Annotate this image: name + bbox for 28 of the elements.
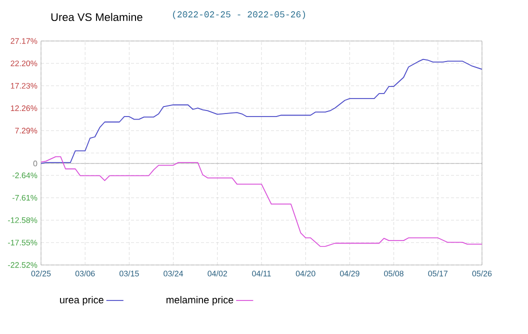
- y-tick-label: -17.55%: [8, 240, 38, 246]
- line-series: [41, 58, 482, 164]
- x-tick-label: 04/20: [296, 270, 316, 276]
- x-tick-label: 02/25: [31, 270, 51, 276]
- y-tick-label: 27.17%: [10, 38, 38, 44]
- legend-label: melamine price: [166, 296, 234, 306]
- y-tick-label: 12.26%: [10, 105, 38, 112]
- y-tick-label: -12.58%: [8, 217, 38, 224]
- y-tick-label: 17.23%: [10, 82, 38, 89]
- x-tick-label: 04/02: [208, 270, 228, 276]
- x-tick-label: 03/06: [75, 270, 95, 276]
- x-tick-label: 05/17: [428, 270, 448, 276]
- chart-subtitle: (2022-02-25 - 2022-05-26): [173, 10, 306, 20]
- y-tick-label: -22.52%: [8, 262, 38, 268]
- y-tick-label: 7.29%: [15, 128, 38, 134]
- x-tick-label: 04/29: [340, 270, 360, 276]
- y-tick-label: 22.20%: [10, 60, 38, 66]
- x-tick-label: 04/11: [252, 270, 271, 276]
- y-tick-label: -2.64%: [12, 172, 38, 178]
- y-tick-label: 0: [33, 160, 38, 166]
- x-tick-label: 03/24: [164, 270, 184, 276]
- x-tick-label: 05/08: [384, 270, 404, 276]
- x-tick-label: 03/15: [120, 270, 139, 276]
- line-series: [41, 156, 482, 247]
- legend-label: urea price: [60, 296, 104, 306]
- chart-title: Urea VS Melamine: [51, 12, 142, 22]
- x-tick-label: 05/26: [472, 270, 492, 276]
- y-tick-label: -7.61%: [12, 194, 38, 201]
